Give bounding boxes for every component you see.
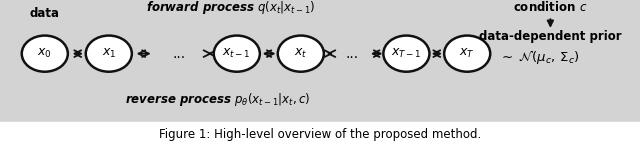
Text: reverse process $p_\theta(x_{t-1}|x_t, c)$: reverse process $p_\theta(x_{t-1}|x_t, c… [125,91,310,108]
Ellipse shape [444,36,490,72]
FancyBboxPatch shape [0,0,640,122]
Text: ...: ... [173,47,186,61]
Text: $x_{T-1}$: $x_{T-1}$ [391,47,422,60]
Ellipse shape [278,36,324,72]
Text: data-dependent prior: data-dependent prior [479,30,621,43]
Text: condition $c$: condition $c$ [513,0,588,14]
Text: data: data [30,7,60,20]
Ellipse shape [86,36,132,72]
Text: Figure 1: High-level overview of the proposed method.: Figure 1: High-level overview of the pro… [159,128,481,141]
Text: $x_0$: $x_0$ [37,47,52,60]
Text: $x_T$: $x_T$ [460,47,475,60]
Ellipse shape [22,36,68,72]
Text: ...: ... [346,47,358,61]
Text: $\sim\;\mathcal{N}(\mu_c,\,\Sigma_c)$: $\sim\;\mathcal{N}(\mu_c,\,\Sigma_c)$ [499,48,580,66]
Text: forward process $q(x_t|x_{t-1})$: forward process $q(x_t|x_{t-1})$ [146,0,315,16]
Ellipse shape [383,36,429,72]
Text: $x_t$: $x_t$ [294,47,307,60]
Text: $x_{t-1}$: $x_{t-1}$ [223,47,251,60]
Text: $x_1$: $x_1$ [102,47,116,60]
Ellipse shape [214,36,260,72]
